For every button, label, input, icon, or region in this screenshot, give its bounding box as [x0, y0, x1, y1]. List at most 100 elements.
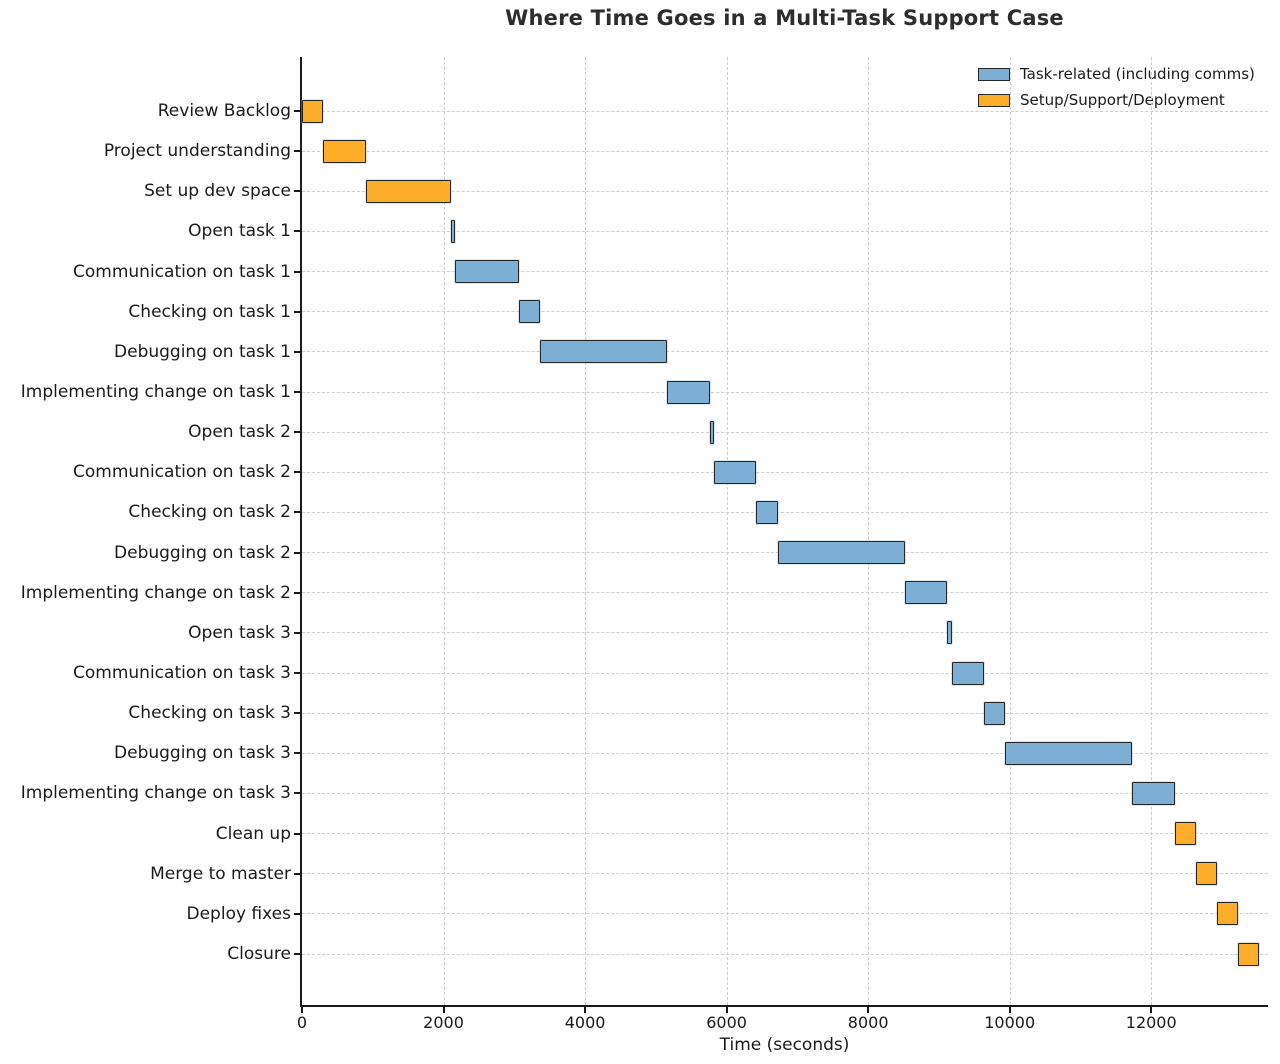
gantt-bar [667, 380, 710, 404]
x-tick-label: 12000 [1125, 1013, 1177, 1032]
horizontal-gridline [302, 592, 1268, 594]
y-tick-label: Checking on task 2 [128, 502, 291, 523]
gantt-bar [365, 179, 451, 203]
y-tick-label: Implementing change on task 2 [20, 582, 291, 603]
horizontal-gridline [302, 391, 1268, 393]
legend-label-task-related: Task-related (including comms) [1020, 65, 1255, 83]
y-tick-mark [294, 872, 300, 875]
gantt-bar [709, 420, 714, 444]
y-tick-label: Communication on task 1 [73, 261, 291, 282]
vertical-gridline [868, 57, 870, 1005]
y-tick-mark [294, 350, 300, 353]
gantt-bar [713, 460, 757, 484]
x-tick-mark [584, 1007, 587, 1013]
legend-item-setup: Setup/Support/Deployment [978, 92, 1255, 109]
gantt-bar [904, 581, 948, 605]
horizontal-gridline [302, 110, 1268, 112]
y-tick-mark [294, 832, 300, 835]
y-tick-label: Debugging on task 2 [114, 542, 291, 563]
gantt-bar [983, 701, 1005, 725]
horizontal-gridline [302, 311, 1268, 313]
x-tick-label: 8000 [847, 1013, 889, 1032]
y-axis-spine [300, 57, 302, 1007]
x-tick-mark [867, 1007, 870, 1013]
horizontal-gridline [302, 873, 1268, 875]
vertical-gridline [585, 57, 587, 1005]
gantt-bar [1132, 781, 1175, 805]
y-tick-label: Checking on task 3 [128, 703, 291, 724]
y-tick-mark [294, 631, 300, 634]
x-tick-mark [442, 1007, 445, 1013]
legend-swatch-setup [978, 94, 1010, 107]
y-tick-label: Set up dev space [144, 181, 291, 202]
y-tick-mark [294, 150, 300, 153]
gantt-bar [1195, 862, 1218, 886]
gantt-bar [947, 621, 952, 645]
y-tick-mark [294, 431, 300, 434]
gantt-bar [1004, 741, 1133, 765]
horizontal-gridline [302, 913, 1268, 915]
gantt-bar [454, 260, 519, 284]
y-tick-label: Debugging on task 3 [114, 743, 291, 764]
legend-label-setup: Setup/Support/Deployment [1020, 91, 1225, 109]
x-tick-label: 4000 [564, 1013, 606, 1032]
horizontal-gridline [302, 271, 1268, 273]
gantt-bar [777, 541, 905, 565]
y-tick-mark [294, 511, 300, 514]
gantt-bar [302, 99, 324, 123]
gantt-bar [756, 500, 778, 524]
horizontal-gridline [302, 752, 1268, 754]
y-tick-mark [294, 712, 300, 715]
x-tick-mark [1150, 1007, 1153, 1013]
horizontal-gridline [302, 150, 1268, 152]
vertical-gridline [1009, 57, 1011, 1005]
y-tick-label: Open task 3 [188, 622, 291, 643]
y-tick-label: Deploy fixes [186, 903, 292, 924]
horizontal-gridline [302, 190, 1268, 192]
legend: Task-related (including comms) Setup/Sup… [978, 66, 1255, 109]
x-tick-mark [725, 1007, 728, 1013]
y-tick-mark [294, 391, 300, 393]
gantt-bar [323, 139, 366, 163]
chart-title: Where Time Goes in a Multi-Task Support … [505, 6, 1064, 30]
horizontal-gridline [302, 953, 1268, 955]
gantt-bar [450, 219, 455, 243]
y-tick-mark [294, 551, 300, 554]
y-tick-mark [294, 471, 300, 474]
y-tick-label: Communication on task 2 [73, 462, 291, 483]
vertical-gridline [443, 57, 445, 1005]
y-tick-label: Closure [227, 944, 291, 964]
gantt-bar [539, 340, 668, 364]
horizontal-gridline [302, 672, 1268, 674]
y-tick-label: Implementing change on task 3 [20, 783, 291, 804]
horizontal-gridline [302, 471, 1268, 473]
horizontal-gridline [302, 833, 1268, 835]
horizontal-gridline [302, 351, 1268, 353]
y-tick-label: Project understanding [103, 141, 291, 162]
y-tick-mark [294, 672, 300, 674]
y-tick-mark [294, 230, 300, 233]
y-tick-mark [294, 953, 300, 955]
x-tick-label: 10000 [984, 1013, 1036, 1032]
y-tick-label: Clean up [215, 823, 291, 844]
horizontal-gridline [302, 230, 1268, 232]
gantt-bar [1217, 902, 1239, 926]
x-tick-mark [1008, 1007, 1011, 1013]
y-tick-mark [294, 752, 300, 755]
y-tick-label: Merge to master [150, 863, 291, 884]
gantt-bar [951, 661, 984, 685]
y-tick-label: Implementing change on task 1 [20, 382, 291, 402]
x-tick-label: 2000 [423, 1013, 464, 1032]
y-tick-label: Review Backlog [157, 101, 291, 121]
gantt-bar [1238, 942, 1260, 966]
x-tick-label: 0 [296, 1013, 308, 1032]
vertical-gridline [726, 57, 728, 1005]
y-tick-label: Communication on task 3 [73, 663, 291, 683]
legend-swatch-task-related [978, 68, 1010, 81]
y-tick-mark [294, 310, 300, 313]
legend-item-task-related: Task-related (including comms) [978, 66, 1255, 83]
y-tick-mark [294, 591, 300, 594]
y-tick-mark [294, 792, 300, 795]
y-tick-mark [294, 110, 300, 112]
